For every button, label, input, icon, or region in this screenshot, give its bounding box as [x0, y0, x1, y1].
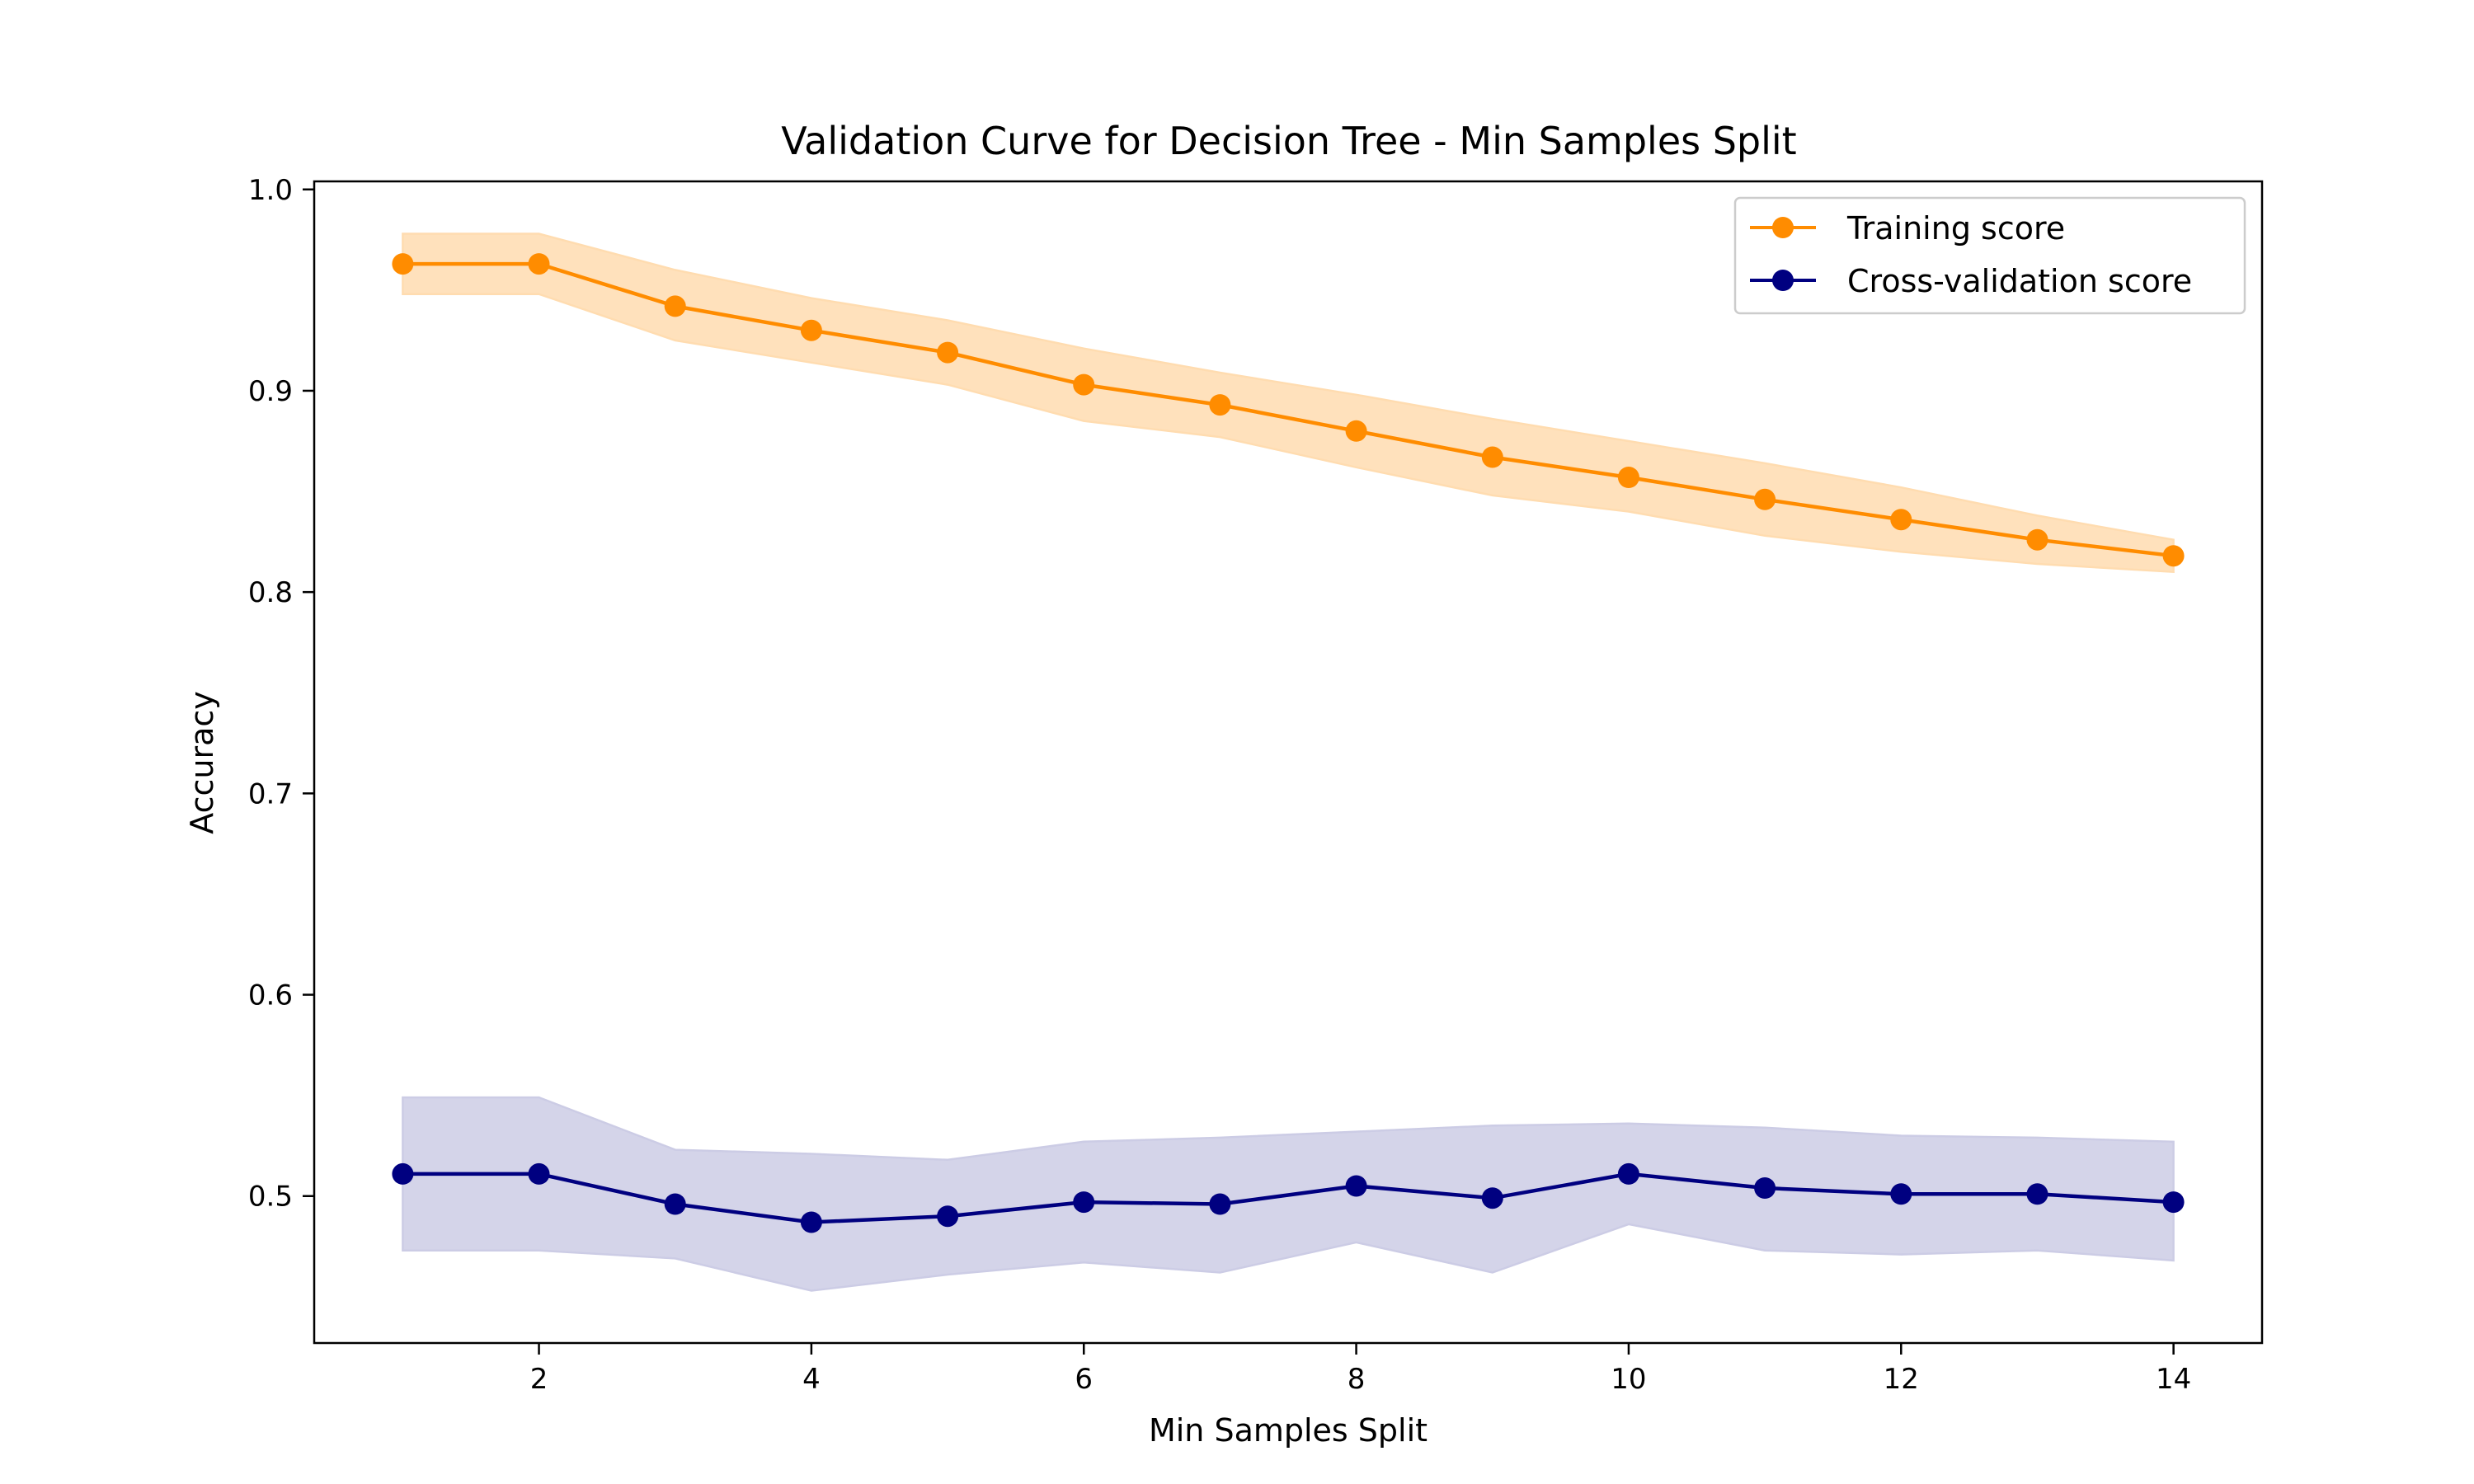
- point-cross-validation: [2162, 1191, 2185, 1214]
- point-cross-validation: [1617, 1162, 1639, 1185]
- point-training: [800, 319, 822, 341]
- point-cross-validation: [2026, 1183, 2048, 1205]
- plot-frame: [313, 180, 2264, 1345]
- point-cross-validation: [1754, 1177, 1776, 1199]
- point-training: [1345, 420, 1367, 442]
- y-axis-ticks: 0.5 0.6 0.7 0.8 0.9 1.0: [248, 174, 314, 1214]
- line-cross-validation: [402, 1172, 2174, 1224]
- point-training: [528, 253, 550, 275]
- y-tick-label: 0.5: [248, 1181, 293, 1214]
- point-cross-validation: [937, 1205, 959, 1228]
- y-axis-label: Accuracy: [184, 691, 220, 834]
- legend-label-cross-validation: Cross-validation score: [1847, 263, 2192, 299]
- point-training: [392, 253, 414, 275]
- y-tick-label: 0.7: [248, 777, 293, 810]
- x-tick-label: 6: [1075, 1363, 1093, 1396]
- point-cross-validation: [1209, 1193, 1231, 1215]
- legend-marker-training: [1772, 217, 1794, 238]
- line-training: [402, 261, 2174, 558]
- legend-box: [1733, 196, 2246, 315]
- point-cross-validation: [1890, 1183, 1912, 1205]
- x-axis-ticks: 2 4 6 8 10 12 14: [530, 1343, 2191, 1396]
- x-tick-label: 2: [530, 1363, 548, 1396]
- legend-marker-cross-validation: [1772, 270, 1794, 291]
- x-tick-label: 14: [2156, 1363, 2191, 1396]
- point-cross-validation: [1345, 1175, 1367, 1197]
- y-tick-label: 0.9: [248, 375, 293, 408]
- point-training: [2026, 528, 2048, 551]
- y-tick-label: 0.6: [248, 979, 293, 1012]
- x-tick-label: 10: [1611, 1363, 1646, 1396]
- point-training: [937, 341, 959, 364]
- x-tick-label: 12: [1884, 1363, 1919, 1396]
- point-cross-validation: [392, 1162, 414, 1185]
- series-lines: [402, 261, 2174, 1224]
- point-cross-validation: [1481, 1187, 1503, 1209]
- y-tick-label: 1.0: [248, 174, 293, 207]
- point-cross-validation: [1073, 1191, 1095, 1214]
- y-tick-label: 0.8: [248, 576, 293, 609]
- legend: Training score Cross-validation score: [1733, 196, 2246, 315]
- point-training: [1617, 467, 1639, 488]
- point-cross-validation: [528, 1162, 550, 1185]
- point-training: [1754, 488, 1776, 510]
- point-cross-validation: [664, 1193, 686, 1215]
- legend-label-training: Training score: [1846, 210, 2065, 247]
- point-training: [664, 295, 686, 317]
- point-training: [2162, 545, 2185, 567]
- band-training: [402, 232, 2175, 574]
- x-axis-label: Min Samples Split: [1149, 1412, 1427, 1449]
- chart-title: Validation Curve for Decision Tree - Min…: [781, 119, 1796, 163]
- x-tick-label: 4: [802, 1363, 821, 1396]
- x-tick-label: 8: [1348, 1363, 1366, 1396]
- point-training: [1073, 373, 1095, 396]
- point-training: [1481, 446, 1503, 468]
- point-training: [1209, 394, 1231, 416]
- point-cross-validation: [800, 1211, 822, 1233]
- point-training: [1890, 509, 1912, 531]
- series-markers: [392, 253, 2185, 1233]
